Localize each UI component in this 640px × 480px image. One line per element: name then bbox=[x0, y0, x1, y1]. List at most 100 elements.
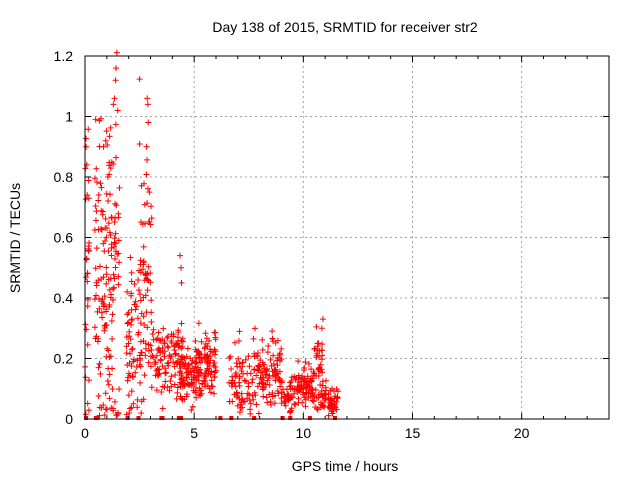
data-point bbox=[193, 376, 200, 383]
data-point bbox=[304, 381, 311, 388]
data-point bbox=[128, 363, 135, 370]
data-point bbox=[266, 381, 273, 388]
data-point bbox=[91, 296, 98, 303]
data-point bbox=[246, 391, 253, 398]
data-point bbox=[140, 258, 147, 265]
data-point bbox=[113, 65, 120, 72]
data-point bbox=[92, 265, 99, 272]
data-point bbox=[304, 373, 311, 380]
data-point bbox=[100, 274, 107, 281]
data-point bbox=[105, 276, 112, 283]
data-point bbox=[235, 355, 242, 362]
data-point bbox=[212, 336, 219, 343]
data-point bbox=[171, 347, 178, 354]
data-point bbox=[105, 365, 112, 372]
data-point bbox=[102, 215, 109, 222]
data-point bbox=[170, 331, 177, 338]
data-point bbox=[103, 308, 110, 315]
data-point bbox=[178, 372, 185, 379]
data-point bbox=[178, 356, 185, 363]
data-point bbox=[150, 326, 157, 333]
data-point bbox=[98, 404, 105, 411]
data-point bbox=[267, 398, 274, 405]
data-point bbox=[110, 161, 117, 168]
data-point bbox=[144, 95, 151, 102]
data-point bbox=[187, 355, 194, 362]
data-point bbox=[109, 336, 116, 343]
data-point bbox=[147, 221, 154, 228]
data-point bbox=[247, 410, 254, 417]
data-point bbox=[253, 372, 260, 379]
data-point bbox=[251, 366, 258, 373]
data-point bbox=[153, 367, 160, 374]
data-point bbox=[140, 313, 147, 320]
data-point bbox=[103, 271, 110, 278]
data-point bbox=[109, 296, 116, 303]
data-point bbox=[152, 361, 159, 368]
data-point bbox=[127, 336, 134, 343]
data-point bbox=[322, 395, 329, 402]
data-point bbox=[319, 382, 326, 389]
data-point bbox=[110, 284, 117, 291]
zero-point bbox=[280, 416, 285, 420]
data-point bbox=[134, 396, 141, 403]
data-point bbox=[287, 379, 294, 386]
data-point bbox=[181, 383, 188, 390]
data-point bbox=[144, 156, 151, 163]
data-point bbox=[203, 335, 210, 342]
data-point bbox=[246, 363, 253, 370]
data-point bbox=[264, 377, 271, 384]
axis-ticks: 0 5 10 15 20 0 0.2 0.4 0.6 0.8 1 1.2 bbox=[54, 48, 610, 441]
data-point bbox=[226, 398, 233, 405]
x-tick-label: 20 bbox=[514, 425, 530, 441]
y-tick-label: 0.6 bbox=[54, 230, 74, 246]
data-point bbox=[131, 301, 138, 308]
data-point bbox=[138, 219, 145, 226]
data-point bbox=[106, 286, 113, 293]
data-point bbox=[144, 324, 151, 331]
zero-point bbox=[179, 416, 184, 420]
data-point bbox=[113, 154, 119, 161]
data-point bbox=[124, 320, 131, 327]
data-point bbox=[274, 387, 281, 394]
data-point bbox=[105, 347, 112, 354]
data-point bbox=[137, 257, 144, 264]
data-point bbox=[272, 370, 279, 377]
data-point bbox=[124, 362, 131, 369]
data-point bbox=[116, 386, 123, 393]
data-point bbox=[173, 395, 180, 402]
data-point bbox=[229, 373, 236, 380]
data-point bbox=[142, 345, 149, 352]
data-point bbox=[128, 388, 135, 395]
data-point bbox=[92, 116, 99, 123]
data-point bbox=[127, 405, 134, 412]
data-point bbox=[99, 314, 106, 321]
data-point bbox=[206, 385, 213, 392]
data-point bbox=[159, 383, 166, 390]
data-point bbox=[264, 349, 271, 356]
data-point bbox=[165, 344, 172, 351]
data-point bbox=[94, 308, 101, 315]
data-point bbox=[313, 323, 320, 330]
data-point bbox=[101, 324, 108, 331]
data-point bbox=[145, 119, 152, 126]
y-tick-label: 0.2 bbox=[54, 351, 74, 367]
data-point bbox=[146, 218, 153, 225]
data-point bbox=[161, 338, 168, 345]
zero-point bbox=[84, 416, 89, 420]
data-point bbox=[312, 404, 319, 411]
data-point bbox=[112, 215, 119, 222]
data-point bbox=[204, 352, 211, 359]
data-point bbox=[253, 401, 260, 408]
data-point bbox=[83, 256, 90, 263]
data-point bbox=[251, 389, 258, 396]
data-point bbox=[331, 401, 338, 408]
data-point bbox=[259, 336, 266, 343]
data-point bbox=[82, 196, 89, 203]
data-point bbox=[148, 318, 155, 325]
data-point bbox=[250, 335, 257, 342]
data-point bbox=[131, 280, 138, 287]
data-point bbox=[178, 395, 185, 402]
data-point bbox=[192, 338, 199, 345]
data-point bbox=[112, 121, 119, 128]
